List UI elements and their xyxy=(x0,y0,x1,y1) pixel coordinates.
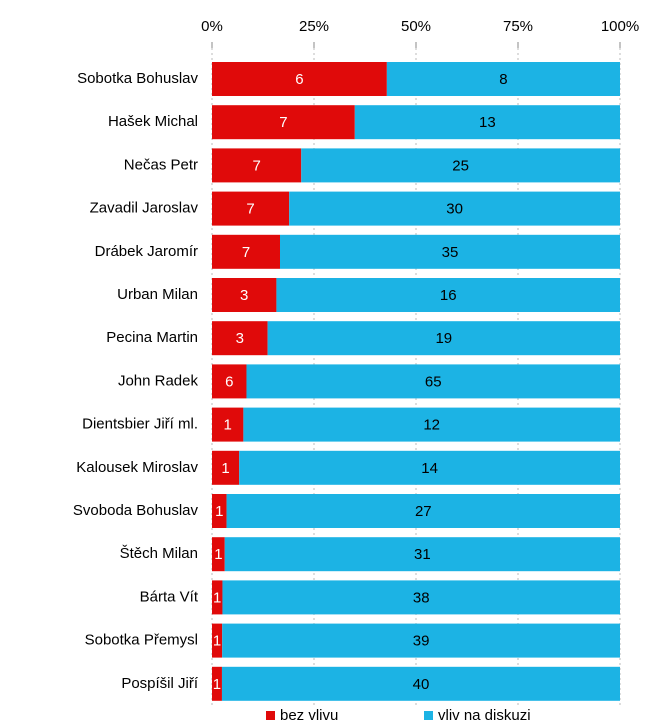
category-label: Štěch Milan xyxy=(120,545,198,562)
data-label: 1 xyxy=(224,417,232,434)
bar-segment xyxy=(212,407,244,442)
legend-label: bez vlivu xyxy=(280,707,338,724)
bar-segment xyxy=(301,148,620,183)
data-label: 31 xyxy=(414,546,431,563)
data-label: 40 xyxy=(413,676,430,693)
bar-segment xyxy=(212,148,302,183)
bar-segment xyxy=(221,666,620,701)
bar-segment xyxy=(212,537,225,572)
data-label: 12 xyxy=(423,417,440,434)
data-label: 39 xyxy=(413,633,430,650)
bar-segment xyxy=(212,62,387,96)
legend-swatch xyxy=(266,711,275,720)
legend-label: vliv na diskuzi xyxy=(438,707,531,724)
data-label: 6 xyxy=(225,373,233,390)
x-tick-label: 75% xyxy=(503,18,533,35)
data-label: 8 xyxy=(499,71,507,88)
bar-segment xyxy=(276,278,620,312)
x-tick-label: 100% xyxy=(601,18,639,35)
bar-segment xyxy=(224,537,620,572)
data-label: 6 xyxy=(295,71,303,88)
bar-segment xyxy=(222,580,620,615)
data-label: 7 xyxy=(242,244,250,261)
category-label: Bárta Vít xyxy=(140,588,199,605)
data-label: 25 xyxy=(452,157,469,174)
category-label: Zavadil Jaroslav xyxy=(90,200,199,217)
data-label: 1 xyxy=(213,589,221,606)
x-tick-label: 0% xyxy=(201,18,223,35)
bar-segment xyxy=(212,321,268,356)
category-label: Drábek Jaromír xyxy=(95,243,198,260)
category-label: Sobotka Přemysl xyxy=(85,632,198,649)
data-label: 3 xyxy=(236,330,244,347)
category-label: Sobotka Bohuslav xyxy=(77,70,198,87)
category-label: Dientsbier Jiří ml. xyxy=(82,416,198,433)
data-label: 19 xyxy=(435,330,452,347)
category-label: Nečas Petr xyxy=(124,156,198,173)
bar-segment xyxy=(212,364,247,399)
legend-swatch xyxy=(424,711,433,720)
data-label: 14 xyxy=(421,460,438,477)
data-label: 13 xyxy=(479,114,496,131)
data-label: 1 xyxy=(221,460,229,477)
bar-segment xyxy=(239,450,620,485)
data-label: 38 xyxy=(413,589,430,606)
bar-segment xyxy=(212,234,280,269)
bar-segment xyxy=(222,623,620,658)
data-label: 27 xyxy=(415,503,432,520)
data-label: 7 xyxy=(252,157,260,174)
bar-segment xyxy=(212,666,222,701)
data-label: 1 xyxy=(213,633,221,650)
category-label: Svoboda Bohuslav xyxy=(73,502,199,519)
data-label: 35 xyxy=(442,244,459,261)
bar-segment xyxy=(212,623,223,658)
bar-segment xyxy=(280,234,620,269)
bar-segment xyxy=(386,62,620,96)
data-label: 7 xyxy=(279,114,287,131)
x-tick-label: 25% xyxy=(299,18,329,35)
category-label: Kalousek Miroslav xyxy=(76,459,198,476)
bar-segment xyxy=(289,191,620,226)
data-label: 1 xyxy=(214,546,222,563)
bar-segment xyxy=(212,105,355,140)
bar-segment xyxy=(243,407,620,442)
data-label: 1 xyxy=(213,676,221,693)
bar-segment xyxy=(212,191,290,226)
data-label: 30 xyxy=(446,201,463,218)
category-label: Hašek Michal xyxy=(108,113,198,130)
data-label: 7 xyxy=(246,201,254,218)
bar-segment xyxy=(267,321,620,356)
x-tick-label: 50% xyxy=(401,18,431,35)
category-label: Urban Milan xyxy=(117,286,198,303)
bar-segment xyxy=(212,450,240,485)
category-label: Pospíšil Jiří xyxy=(121,675,199,692)
bar-segment xyxy=(212,494,227,528)
bar-segment xyxy=(226,494,621,528)
data-label: 65 xyxy=(425,373,442,390)
bar-segment xyxy=(246,364,620,399)
data-label: 16 xyxy=(440,287,457,304)
category-label: Pecina Martin xyxy=(106,329,198,346)
bar-segment xyxy=(212,278,277,312)
data-label: 3 xyxy=(240,287,248,304)
category-label: John Radek xyxy=(118,372,199,389)
data-label: 1 xyxy=(215,503,223,520)
bar-segment xyxy=(212,580,223,615)
bar-segment xyxy=(354,105,620,140)
